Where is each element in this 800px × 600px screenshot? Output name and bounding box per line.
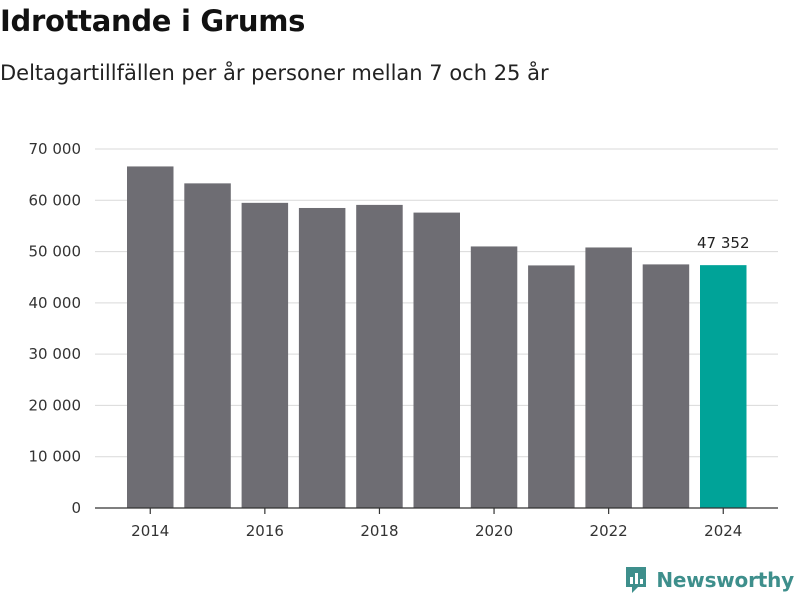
bar-2017 — [298, 207, 346, 508]
x-tick-label: 2022 — [590, 522, 628, 540]
bar-2019 — [413, 212, 460, 508]
bar-2018 — [356, 204, 403, 508]
axes — [95, 507, 778, 514]
bars — [127, 166, 747, 509]
labels: 0 10 000 20 000 30 000 40 000 50 000 60 000 70 … — [29, 140, 750, 540]
bar-2022 — [585, 247, 632, 508]
brand-name: Newsworthy — [656, 568, 794, 592]
bar-2015 — [184, 183, 231, 508]
bar-2016 — [241, 202, 289, 508]
y-tick-label: 70 000 — [29, 140, 82, 158]
x-tick-label: 2016 — [246, 522, 284, 540]
x-tick-label: 2014 — [131, 522, 169, 540]
bar-2020 — [470, 246, 518, 508]
y-tick-label: 20 000 — [29, 396, 82, 414]
y-tick-label: 0 — [71, 499, 81, 517]
x-tick-label: 2020 — [475, 522, 513, 540]
x-tick-label: 2018 — [360, 522, 398, 540]
bar-2014 — [127, 166, 174, 509]
bar-2023 — [642, 264, 690, 508]
x-tick-label: 2024 — [704, 522, 742, 540]
bar-2021 — [528, 265, 575, 508]
bar-2024 — [700, 265, 747, 508]
y-tick-label: 10 000 — [29, 448, 82, 466]
newsworthy-logo: Newsworthy — [624, 564, 794, 596]
y-tick-label: 30 000 — [29, 345, 82, 363]
chart-title: Idrottande i Grums — [0, 4, 306, 38]
newsworthy-logo-icon — [626, 567, 647, 593]
data-label: 47 352 — [697, 234, 750, 252]
y-tick-label: 40 000 — [29, 294, 82, 312]
y-tick-label: 50 000 — [29, 243, 82, 261]
chart-subtitle: Deltagartillfällen per år personer mella… — [0, 61, 549, 85]
y-tick-label: 60 000 — [29, 191, 82, 209]
